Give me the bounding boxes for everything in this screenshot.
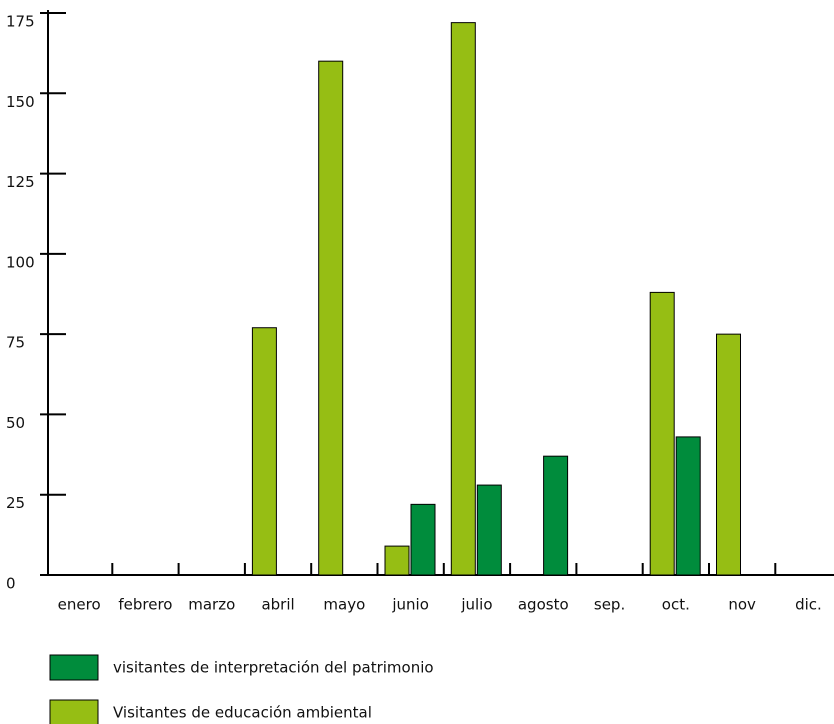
x-tick-label: mayo	[323, 596, 365, 614]
bar	[675, 436, 701, 576]
bar	[649, 291, 675, 576]
x-tick-label: junio	[391, 596, 429, 614]
x-tick-label: oct.	[662, 596, 690, 614]
bar	[476, 484, 502, 576]
legend-label: visitantes de interpretación del patrimo…	[113, 659, 434, 677]
bar	[716, 333, 741, 576]
legend-swatch	[49, 654, 99, 681]
x-tick-label: nov	[728, 596, 756, 614]
bar	[450, 22, 476, 576]
y-tick-label: 100	[6, 253, 35, 271]
x-tick-label: sep.	[594, 596, 625, 614]
legend-label: Visitantes de educación ambiental	[113, 704, 372, 722]
y-tick-label: 175	[6, 13, 35, 31]
bar	[251, 327, 277, 576]
x-tick-label: abril	[261, 596, 294, 614]
bar	[543, 455, 569, 576]
x-tick-label: dic.	[795, 596, 822, 614]
x-tick-label: agosto	[518, 596, 569, 614]
legend-swatch	[49, 699, 99, 724]
bar	[410, 503, 436, 576]
x-tick-label: febrero	[118, 596, 172, 614]
bar	[384, 545, 410, 576]
x-tick-label: marzo	[188, 596, 235, 614]
y-tick-label: 25	[6, 494, 25, 512]
x-tick-label: enero	[58, 596, 101, 614]
y-tick-label: 75	[6, 334, 25, 352]
y-tick-label: 150	[6, 93, 35, 111]
y-tick-label: 125	[6, 173, 35, 191]
y-tick-label: 50	[6, 414, 25, 432]
bar	[318, 60, 344, 576]
x-tick-label: julio	[460, 596, 492, 614]
y-tick-label: 0	[6, 575, 16, 593]
